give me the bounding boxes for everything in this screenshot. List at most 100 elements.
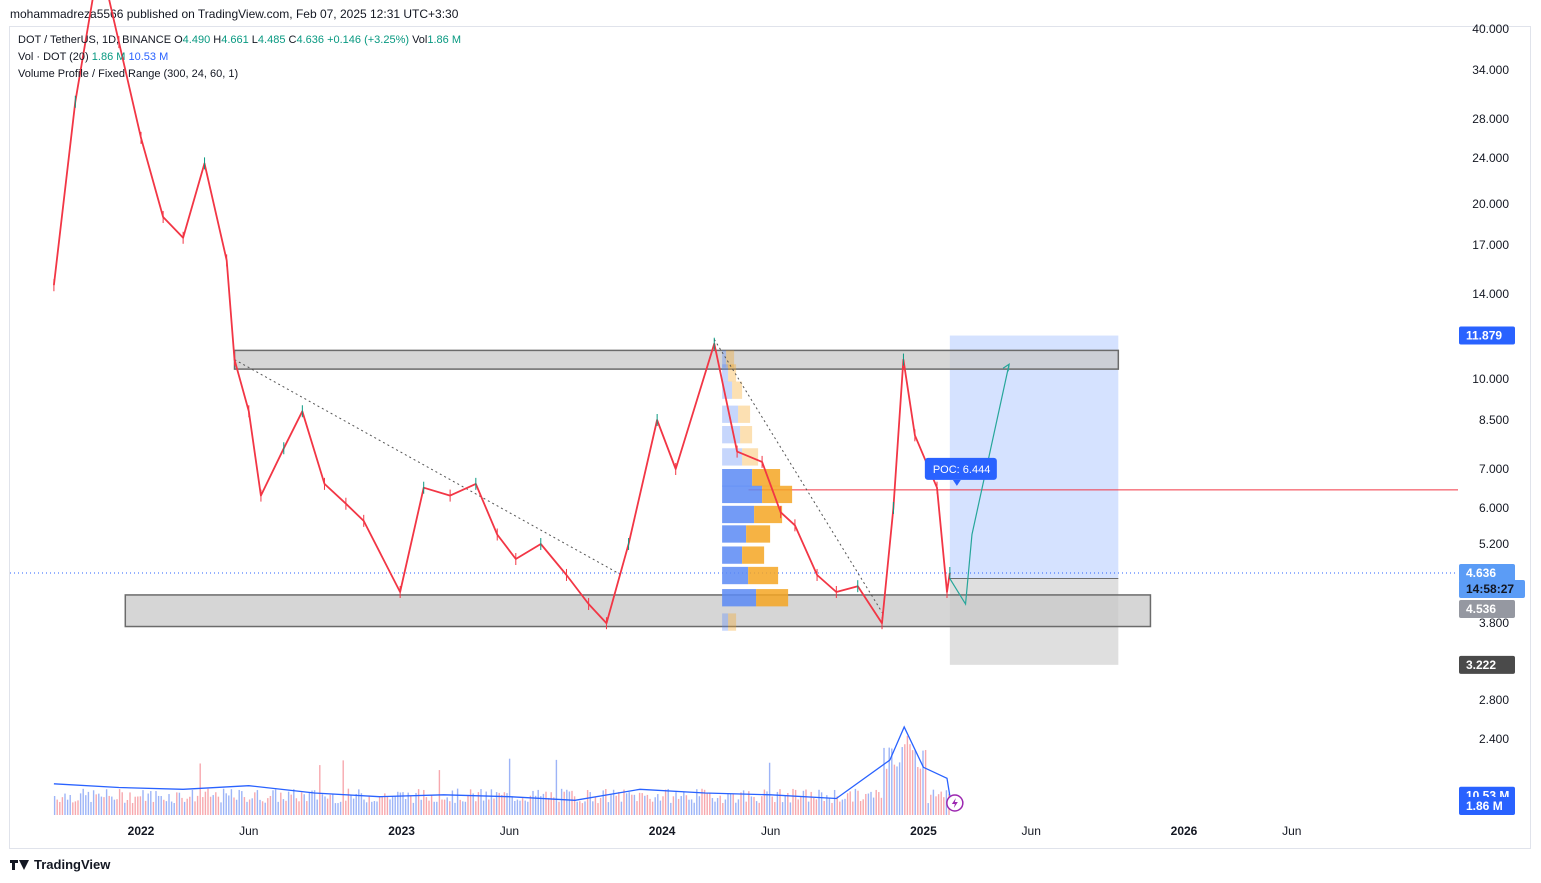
volume-bar bbox=[225, 793, 227, 815]
price-label: 14:58:27 bbox=[1466, 582, 1514, 596]
volume-bar bbox=[321, 794, 324, 815]
price-label: 4.636 bbox=[1466, 566, 1496, 580]
volume-bar bbox=[943, 797, 945, 815]
volume-bar bbox=[651, 801, 654, 815]
volume-bar bbox=[875, 789, 877, 815]
legend-change: +0.146 (+3.25%) bbox=[327, 34, 410, 46]
volume-bar bbox=[488, 799, 490, 815]
volume-bar bbox=[784, 795, 786, 815]
volume-bar bbox=[449, 801, 451, 815]
volume-profile-down-bin bbox=[728, 364, 737, 382]
volume-bar bbox=[852, 801, 854, 815]
volume-bar bbox=[896, 766, 898, 815]
x-tick-label: 2023 bbox=[388, 824, 415, 838]
volume-bar bbox=[716, 798, 719, 815]
volume-bar bbox=[74, 801, 77, 815]
volume-bar bbox=[532, 790, 534, 815]
volume-bar bbox=[186, 798, 188, 815]
volume-profile-down-bin bbox=[756, 589, 789, 607]
volume-bar bbox=[698, 796, 701, 815]
volume-bar bbox=[766, 791, 768, 815]
volume-bar bbox=[204, 791, 207, 815]
volume-profile-up-bin bbox=[722, 546, 743, 564]
volume-bar bbox=[553, 797, 555, 815]
y-tick-label: 20.000 bbox=[1472, 197, 1509, 211]
volume-bar bbox=[454, 802, 456, 815]
volume-bar bbox=[841, 799, 844, 815]
volume-profile-title[interactable]: Volume Profile / Fixed Range (300, 24, 6… bbox=[18, 68, 239, 80]
volume-bar bbox=[238, 789, 240, 815]
volume-bar bbox=[87, 791, 90, 815]
volume-bar bbox=[61, 797, 64, 815]
volume-bar bbox=[446, 797, 448, 815]
volume-bar bbox=[381, 796, 383, 815]
volume-bar bbox=[774, 802, 776, 815]
legend-low: 4.485 bbox=[257, 34, 286, 46]
volume-bar bbox=[506, 793, 508, 815]
volume-bar bbox=[352, 798, 355, 815]
legend-line-3: Volume Profile / Fixed Range (300, 24, 6… bbox=[18, 68, 238, 80]
price-label: 1.86 M bbox=[1466, 799, 1503, 813]
volume-bar bbox=[477, 792, 480, 815]
volume-bar bbox=[194, 801, 196, 815]
volume-bar bbox=[584, 801, 586, 815]
volume-bar bbox=[59, 801, 61, 815]
volume-bar bbox=[95, 794, 97, 815]
volume-bar bbox=[404, 798, 407, 815]
volume-bar bbox=[818, 789, 820, 815]
volume-bar bbox=[696, 789, 698, 815]
price-label-box bbox=[1459, 655, 1515, 674]
volume-bar bbox=[706, 793, 708, 815]
volume-bar bbox=[124, 802, 126, 815]
volume-bar bbox=[485, 791, 487, 815]
x-tick-label: 2026 bbox=[1171, 824, 1198, 838]
volume-bar bbox=[425, 797, 428, 815]
volume-bar bbox=[129, 792, 131, 815]
volume-indicator-value: 1.86 M bbox=[91, 51, 126, 63]
volume-bar bbox=[537, 789, 539, 815]
volume-bar bbox=[826, 795, 828, 815]
chart-frame[interactable] bbox=[9, 26, 1531, 849]
volume-bar bbox=[865, 793, 867, 815]
volume-bar bbox=[451, 790, 454, 815]
volume-profile-up-bin bbox=[722, 566, 749, 585]
volume-bar bbox=[365, 802, 368, 815]
volume-bar bbox=[92, 790, 95, 815]
publisher-line: mohammadreza5566 published on TradingVie… bbox=[10, 7, 459, 21]
volume-bar bbox=[935, 796, 937, 815]
price-label: 3.222 bbox=[1466, 658, 1496, 672]
footer-brand[interactable]: TradingView bbox=[10, 857, 110, 872]
volume-profile-up-bin bbox=[722, 469, 753, 487]
volume-bar bbox=[280, 792, 282, 815]
volume-bar bbox=[53, 795, 56, 815]
volume-bar bbox=[641, 793, 643, 815]
volume-bar bbox=[888, 747, 890, 815]
volume-bar bbox=[350, 794, 352, 815]
volume-bar bbox=[160, 796, 162, 815]
volume-bar bbox=[779, 789, 781, 815]
volume-profile-down-bin bbox=[746, 525, 771, 543]
volume-bar bbox=[384, 793, 386, 815]
volume-bar bbox=[511, 796, 513, 815]
volume-bar bbox=[108, 795, 110, 815]
price-line bbox=[53, 0, 951, 625]
volume-bar bbox=[737, 799, 740, 815]
volume-bar bbox=[433, 801, 435, 815]
volume-profile-down-bin bbox=[740, 426, 753, 444]
volume-bar bbox=[893, 764, 896, 815]
volume-bar bbox=[131, 803, 134, 815]
trendline-2 bbox=[713, 339, 884, 614]
volume-indicator-title[interactable]: Vol · DOT (20) bbox=[18, 51, 89, 63]
volume-bar bbox=[940, 791, 942, 815]
volume-bar bbox=[316, 799, 318, 815]
volume-bar bbox=[196, 795, 199, 815]
volume-bar bbox=[878, 792, 880, 815]
volume-bar bbox=[118, 789, 121, 815]
volume-bar bbox=[735, 802, 737, 815]
volume-bar bbox=[534, 795, 537, 815]
legend-symbol[interactable]: DOT / TetherUS, 1D, BINANCE bbox=[18, 34, 172, 46]
volume-bar bbox=[732, 793, 734, 815]
volume-bar bbox=[105, 789, 108, 815]
volume-bar bbox=[516, 799, 519, 815]
